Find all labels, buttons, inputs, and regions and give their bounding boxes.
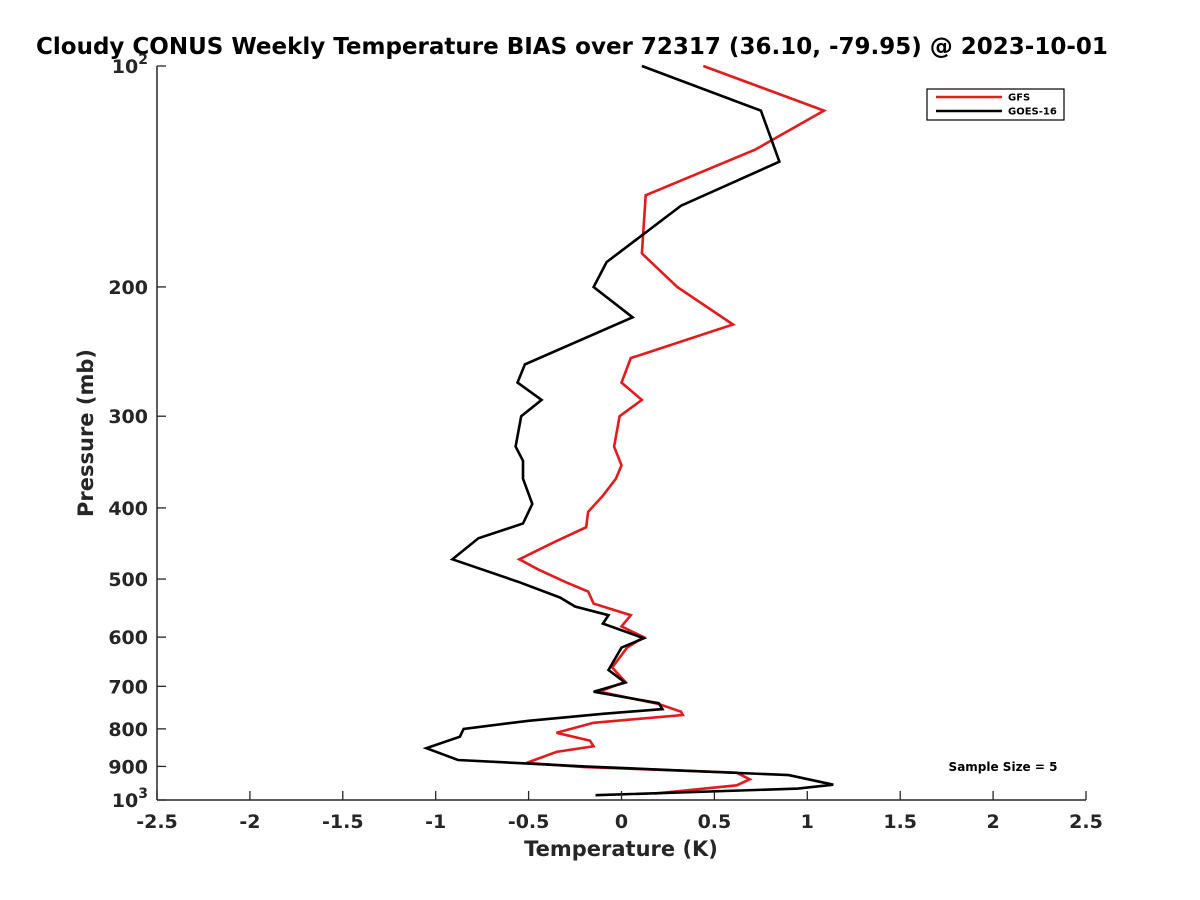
x-tick-label: 1 [801, 811, 814, 833]
legend-box [926, 88, 1065, 121]
chart-title: Cloudy CONUS Weekly Temperature BIAS ove… [36, 34, 1108, 60]
series-line-goes-16 [422, 64, 834, 797]
y-axis-label: Pressure (mb) [74, 349, 98, 517]
legend-label: GFS [1008, 93, 1030, 104]
x-tick-label: -0.5 [508, 811, 550, 833]
y-tick-label: 600 [108, 627, 148, 649]
series-line-gfs [516, 64, 828, 795]
y-tick-label: 500 [108, 569, 148, 591]
y-ticks: 102 200 300 400 500 600 700 800 900 103 [108, 52, 166, 812]
x-tick-label: 0 [615, 811, 628, 833]
x-tick-label: -1.5 [322, 811, 364, 833]
x-tick-label: 2 [986, 811, 999, 833]
x-tick-label: -2 [239, 811, 260, 833]
x-tick-label: 0.5 [698, 811, 732, 833]
y-tick-label: 300 [108, 406, 148, 428]
x-tick-label: -1 [425, 811, 446, 833]
x-tick-label: 2.5 [1069, 811, 1103, 833]
y-tick-label: 400 [108, 498, 148, 520]
legend-label: GOES-16 [1008, 107, 1057, 118]
x-tick-label: 1.5 [883, 811, 917, 833]
x-axis-label: Temperature (K) [524, 837, 718, 861]
x-tick-label: -2.5 [136, 811, 178, 833]
x-ticks: -2.5 -2 -1.5 -1 -0.5 0 0.5 1 1.5 2 2.5 [136, 791, 1103, 833]
sample-size-annotation: Sample Size = 5 [949, 760, 1058, 774]
y-tick-label: 900 [108, 756, 148, 778]
series-group [422, 64, 834, 797]
y-tick-label: 200 [108, 277, 148, 299]
y-tick-label: 102 [112, 52, 148, 78]
y-tick-label: 103 [112, 786, 148, 812]
legend: GFS GOES-16 [926, 88, 1065, 121]
y-tick-label: 700 [108, 676, 148, 698]
y-tick-label: 800 [108, 719, 148, 741]
